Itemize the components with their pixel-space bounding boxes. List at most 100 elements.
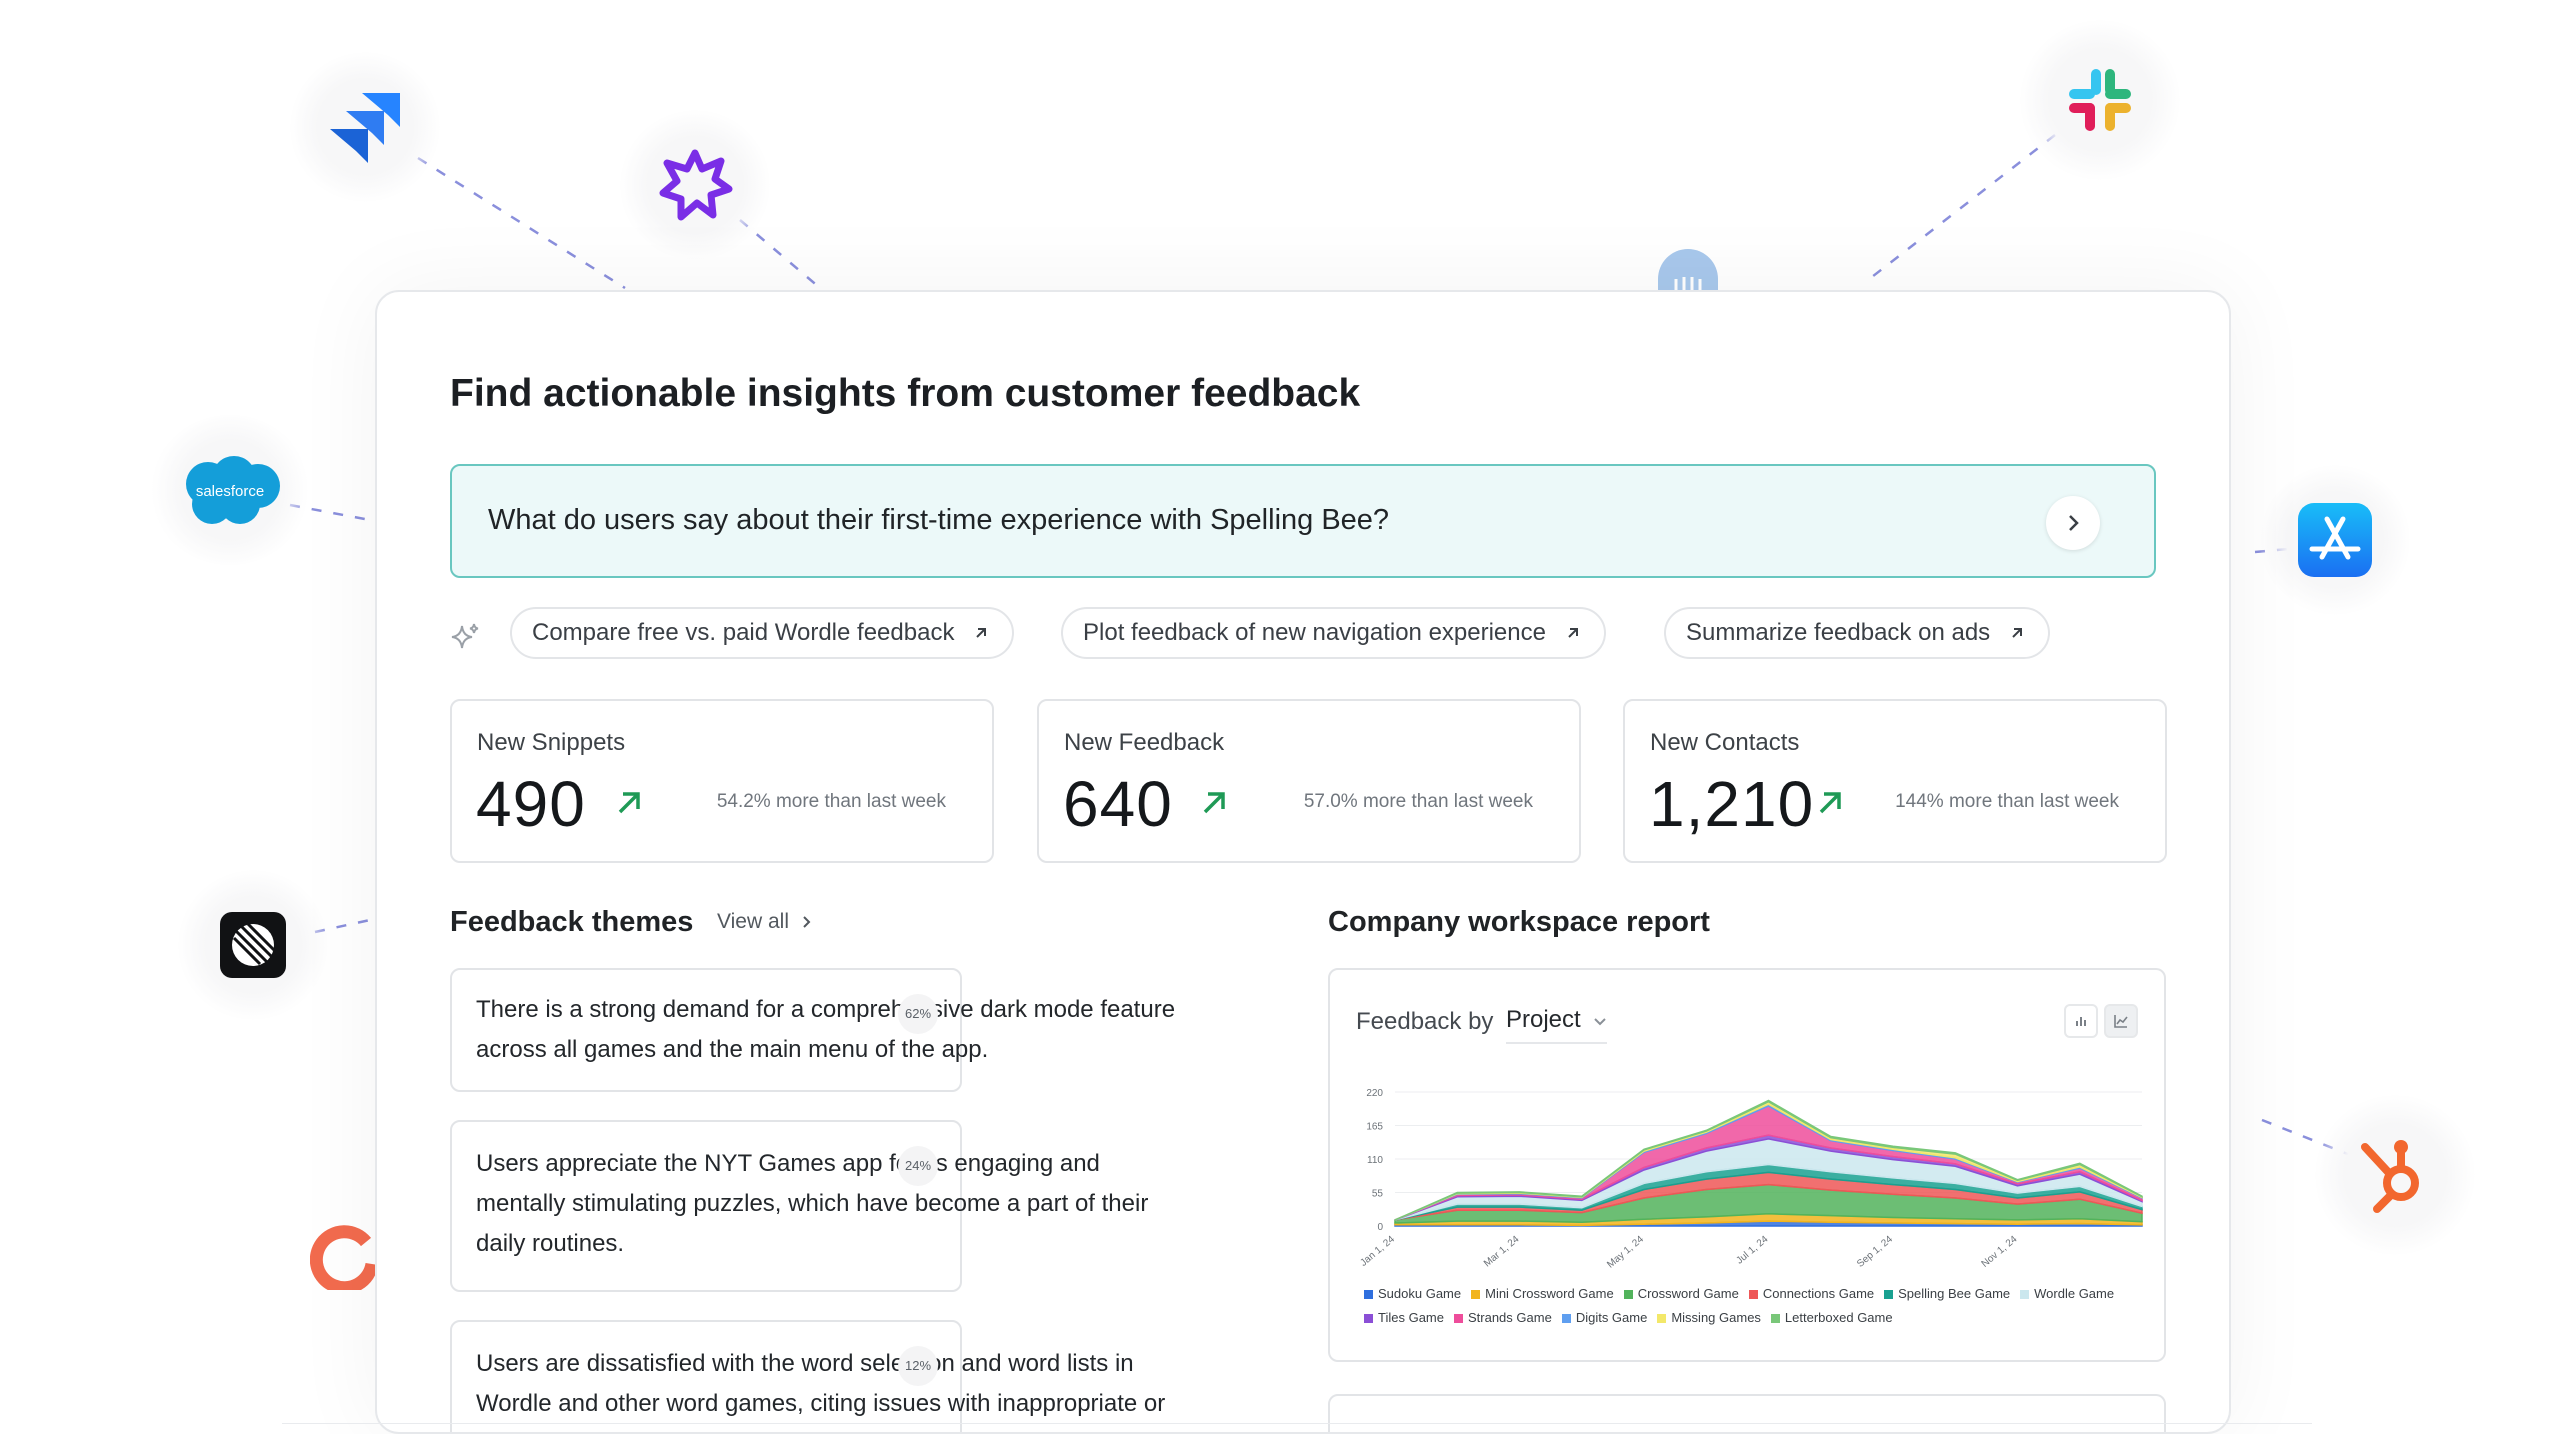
theme-percent: 24%	[898, 1146, 938, 1186]
stat-card-feedback: New Feedback 640 57.0% more than last we…	[1037, 699, 1581, 863]
legend-item[interactable]: Wordle Game	[2020, 1282, 2114, 1306]
trend-up-icon	[1203, 792, 1225, 814]
legend-item[interactable]: Missing Games	[1657, 1306, 1761, 1330]
trend-up-icon	[1819, 792, 1841, 814]
feedback-by-label: Feedback by	[1356, 1008, 1494, 1035]
slack-logo	[2020, 20, 2180, 180]
linear-logo	[178, 870, 328, 1020]
legend-label: Missing Games	[1671, 1310, 1761, 1325]
y-tick-label: 0	[1377, 1222, 1383, 1233]
legend-label: Spelling Bee Game	[1898, 1286, 2011, 1301]
stat-label: New Feedback	[1064, 729, 1225, 756]
legend-swatch	[2020, 1290, 2030, 1299]
stat-value: 640	[1063, 768, 1173, 840]
theme-card[interactable]: Users are dissatisfied with the word sel…	[450, 1320, 1165, 1432]
theme-text: Users appreciate the NYT Games app for i…	[476, 1150, 1149, 1257]
theme-text: There is a strong demand for a comprehen…	[476, 996, 1176, 1063]
y-tick-label: 110	[1367, 1155, 1383, 1166]
stat-label: New Snippets	[477, 729, 626, 756]
chevron-right-icon	[803, 916, 811, 929]
bar-chart-icon	[2076, 1017, 2086, 1026]
y-tick-label: 55	[1372, 1189, 1384, 1200]
group-by-value: Project	[1506, 1006, 1581, 1033]
view-all-label: View all	[717, 910, 789, 933]
stacked-area-chart: 0 55 110 165 220 Jan 1, 24 Mar 1, 24 May 1, 24 J…	[1358, 1088, 2143, 1271]
pendo-logo	[620, 110, 770, 260]
suggestion-label: Summarize feedback on ads	[1686, 619, 1991, 646]
legend-label: Connections Game	[1762, 1286, 1875, 1301]
theme-text: Users are dissatisfied with the word sel…	[476, 1350, 1166, 1417]
chart-legend: Sudoku Game Mini Crossword Game Crossword …	[1364, 1282, 2144, 1330]
legend-item[interactable]: Connections Game	[1748, 1282, 1875, 1306]
x-tick-label: Sep 1, 24	[1855, 1234, 1895, 1270]
suggestion-label: Plot feedback of new navigation experien…	[1083, 619, 1546, 646]
question-text: What do users say about their first-time…	[488, 504, 1390, 536]
stat-change: 54.2% more than last week	[716, 791, 946, 812]
report-title: Company workspace report	[1328, 906, 1710, 938]
x-tick-label: Nov 1, 24	[1980, 1234, 2020, 1270]
bar-chart-toggle[interactable]	[2064, 1004, 2098, 1038]
suggestion-chip[interactable]: Summarize feedback on ads	[1664, 607, 2051, 659]
feedback-themes-title: Feedback themes	[450, 906, 694, 938]
g2-logo	[290, 1200, 400, 1310]
legend-label: Strands Game	[1467, 1310, 1552, 1325]
legend-swatch	[1453, 1314, 1463, 1323]
x-tick-label: Jul 1, 24	[1734, 1234, 1770, 1267]
legend-label: Tiles Game	[1378, 1310, 1444, 1325]
legend-label: Mini Crossword Game	[1485, 1286, 1614, 1301]
arrow-up-right-icon	[976, 628, 987, 638]
app-store-logo	[2260, 465, 2410, 615]
x-tick-label: Jan 1, 24	[1358, 1234, 1397, 1269]
legend-item[interactable]: Digits Game	[1561, 1306, 1648, 1330]
x-tick-label: Mar 1, 24	[1482, 1234, 1522, 1270]
legend-swatch	[1770, 1314, 1780, 1323]
legend-swatch	[1657, 1314, 1667, 1323]
legend-label: Wordle Game	[2034, 1286, 2115, 1301]
legend-swatch	[1561, 1314, 1571, 1323]
group-by-select[interactable]: Project	[1506, 1006, 1607, 1044]
arrow-up-right-icon	[2012, 628, 2023, 638]
legend-swatch	[1884, 1290, 1894, 1299]
legend-label: Sudoku Game	[1378, 1286, 1462, 1301]
theme-card[interactable]: There is a strong demand for a comprehen…	[450, 968, 1175, 1092]
y-tick-label: 165	[1366, 1122, 1383, 1133]
suggestion-chip[interactable]: Plot feedback of new navigation experien…	[1061, 607, 1606, 659]
legend-item[interactable]: Sudoku Game	[1364, 1282, 1461, 1306]
stat-value: 1,210	[1649, 768, 1815, 840]
jira-logo	[290, 52, 440, 202]
salesforce-logo: salesforce	[150, 415, 310, 565]
legend-label: Crossword Game	[1637, 1286, 1739, 1301]
theme-card[interactable]: Users appreciate the NYT Games app for i…	[450, 1120, 1148, 1292]
legend-item[interactable]: Mini Crossword Game	[1471, 1282, 1614, 1306]
suggestion-label: Compare free vs. paid Wordle feedback	[532, 619, 955, 646]
question-input[interactable]: What do users say about their first-time…	[450, 464, 2156, 578]
legend-item[interactable]: Spelling Bee Game	[1884, 1282, 2010, 1306]
legend-swatch	[1364, 1290, 1373, 1299]
theme-percent: 12%	[898, 1346, 938, 1386]
stat-card-snippets: New Snippets 490 54.2% more than last we…	[450, 699, 994, 863]
suggestion-chip[interactable]: Compare free vs. paid Wordle feedback	[510, 607, 1015, 659]
x-tick-label: May 1, 24	[1605, 1234, 1646, 1271]
report-card-next	[1328, 1394, 2166, 1432]
sparkle-icon	[451, 623, 479, 649]
legend-label: Digits Game	[1575, 1310, 1648, 1325]
area-chart-toggle[interactable]	[2104, 1004, 2138, 1038]
legend-item[interactable]: Crossword Game	[1623, 1282, 1739, 1306]
intercom-logo	[1648, 236, 1728, 316]
submit-question-button[interactable]	[2046, 496, 2100, 550]
legend-item[interactable]: Strands Game	[1453, 1306, 1552, 1330]
view-all-link[interactable]: View all	[717, 910, 813, 934]
stat-value: 490	[476, 768, 586, 840]
legend-item[interactable]: Tiles Game	[1364, 1306, 1444, 1330]
legend-swatch	[1364, 1314, 1373, 1323]
legend-swatch	[1623, 1290, 1633, 1299]
insights-panel: Find actionable insights from customer f…	[375, 290, 2231, 1434]
page-title: Find actionable insights from customer f…	[450, 372, 1361, 415]
report-card: Feedback by Project 0 55 110 165 220 Jan 1, 2…	[1328, 968, 2166, 1362]
stat-card-contacts: New Contacts 1,210 144% more than last w…	[1623, 699, 2167, 863]
legend-label: Letterboxed Game	[1784, 1310, 1893, 1325]
salesforce-wordmark: salesforce	[196, 483, 264, 500]
legend-item[interactable]: Letterboxed Game	[1770, 1306, 1893, 1330]
hubspot-logo	[2315, 1095, 2475, 1255]
trend-up-icon	[618, 792, 640, 814]
